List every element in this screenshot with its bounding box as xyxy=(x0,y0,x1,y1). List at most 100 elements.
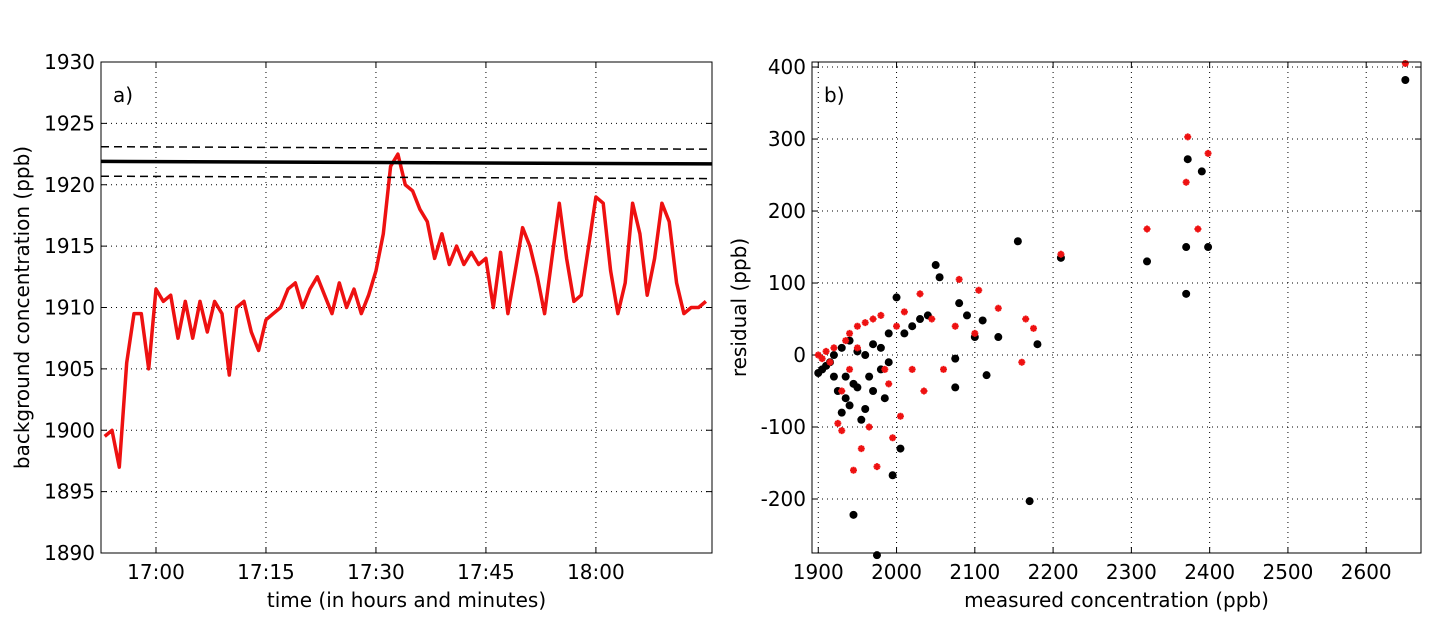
scatter-point xyxy=(1022,315,1030,323)
x-axis-label: measured concentration (ppb) xyxy=(964,588,1269,612)
y-axis-label: residual (ppb) xyxy=(727,238,751,377)
scatter-point xyxy=(916,290,924,298)
scatter-point xyxy=(837,408,846,417)
scatter-point xyxy=(846,365,854,373)
x-tick-label: 2600 xyxy=(1341,560,1392,584)
scatter-point xyxy=(1033,340,1042,349)
scatter-point xyxy=(1057,250,1065,258)
panel: 17:00 17:15 17:30 17:45 18:00 1890 1895 1900 190… xyxy=(10,50,713,612)
scatter-point xyxy=(1013,237,1022,246)
scatter-point xyxy=(1182,178,1190,186)
data-line xyxy=(100,159,713,166)
scatter-point xyxy=(1401,75,1410,84)
scatter-point xyxy=(829,372,838,381)
scatter-point xyxy=(1025,497,1034,506)
x-axis-label: time (in hours and minutes) xyxy=(267,588,546,612)
scatter-point xyxy=(841,372,850,381)
scatter-point xyxy=(853,344,861,352)
scatter-point xyxy=(877,311,885,319)
scatter-point xyxy=(975,286,983,294)
scatter-point xyxy=(872,551,881,560)
y-tick-label: 1890 xyxy=(44,541,95,565)
scatter-point xyxy=(822,347,830,355)
scatter-point xyxy=(814,351,822,359)
y-axis-label: background concentration (ppb) xyxy=(10,146,34,469)
scatter-point xyxy=(853,322,861,330)
scatter-point xyxy=(876,343,885,352)
scatter-point xyxy=(1183,155,1192,164)
scatter-point xyxy=(935,273,944,282)
scatter-point xyxy=(880,394,889,403)
scatter-point xyxy=(1194,225,1202,233)
scatter-point xyxy=(892,293,901,302)
scatter-point xyxy=(869,315,877,323)
y-tick-label: 0 xyxy=(793,343,806,367)
x-tick-label: 2200 xyxy=(1028,560,1079,584)
scatter-point xyxy=(1143,225,1151,233)
scatter-point xyxy=(881,365,889,373)
scatter-point xyxy=(908,322,917,331)
scatter-point xyxy=(1182,289,1191,298)
scatter-point xyxy=(951,383,960,392)
scatter-point xyxy=(1401,59,1409,67)
x-tick-label: 18:00 xyxy=(567,560,625,584)
scatter-point xyxy=(826,358,834,366)
scatter-point xyxy=(861,405,870,414)
scatter-point xyxy=(857,415,866,424)
scatter-point xyxy=(857,445,865,453)
x-tick-label: 17:30 xyxy=(347,560,405,584)
plot-frame xyxy=(811,61,1422,554)
scatter-point xyxy=(900,308,908,316)
scatter-point xyxy=(846,329,854,337)
y-tick-label: 200 xyxy=(768,199,806,223)
scatter-point xyxy=(861,319,869,327)
panel-label: a) xyxy=(113,83,133,107)
scatter-point xyxy=(837,343,846,352)
scatter-point xyxy=(1018,358,1026,366)
x-tick-label: 2500 xyxy=(1262,560,1313,584)
scatter-point xyxy=(896,444,905,453)
y-tick-label: 1920 xyxy=(44,173,95,197)
scatter-point xyxy=(896,412,904,420)
x-tick-label: 1900 xyxy=(793,560,844,584)
y-tick-label: 400 xyxy=(768,55,806,79)
x-tick-label: 17:00 xyxy=(127,560,185,584)
scatter-point xyxy=(955,299,964,308)
scatter-point xyxy=(841,394,850,403)
scatter-point xyxy=(818,355,826,363)
panel-label: b) xyxy=(824,83,845,107)
scatter-point xyxy=(1197,167,1206,176)
scatter-point xyxy=(931,261,940,270)
scatter-point xyxy=(888,471,897,480)
scatter-point xyxy=(908,365,916,373)
scatter-point xyxy=(865,423,873,431)
scatter-point xyxy=(971,329,979,337)
scatter-point xyxy=(1182,243,1191,252)
scatter-point xyxy=(928,315,936,323)
x-tick-label: 2000 xyxy=(871,560,922,584)
x-tick-label: 17:45 xyxy=(457,560,515,584)
scatter-point xyxy=(861,351,870,360)
scatter-point xyxy=(884,358,893,367)
scatter-point xyxy=(978,316,987,325)
y-tick-label: -100 xyxy=(761,415,806,439)
scatter-point xyxy=(830,344,838,352)
scatter-point xyxy=(951,322,959,330)
scatter-point xyxy=(920,387,928,395)
scatter-point xyxy=(838,427,846,435)
plot-frame xyxy=(100,61,713,554)
x-tick-label: 2300 xyxy=(1106,560,1157,584)
scatter-point xyxy=(893,322,901,330)
plot-area xyxy=(812,62,1421,553)
scatter-point xyxy=(869,340,878,349)
x-tick-label: 2100 xyxy=(949,560,1000,584)
scatter-point xyxy=(951,354,960,363)
scatter-point xyxy=(1204,243,1213,252)
scatter-point xyxy=(849,510,858,519)
y-tick-label: 1930 xyxy=(44,50,95,74)
y-tick-label: 1915 xyxy=(44,234,95,258)
scatter-point xyxy=(834,419,842,427)
scatter-point xyxy=(865,372,874,381)
scatter-point xyxy=(1030,324,1038,332)
scatter-point xyxy=(994,304,1002,312)
